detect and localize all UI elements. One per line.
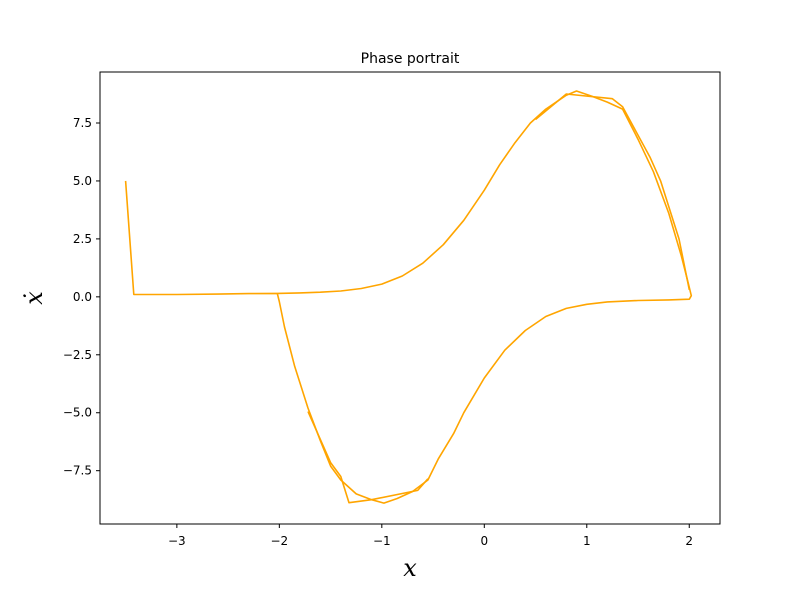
x-tick-label: 1: [583, 534, 591, 548]
y-axis-label: ẋ: [20, 291, 48, 305]
x-tick-label: 2: [685, 534, 693, 548]
x-tick-label: −3: [168, 534, 186, 548]
x-tick-label: −2: [270, 534, 288, 548]
y-tick-label: −2.5: [63, 348, 92, 362]
y-tick-label: −5.0: [63, 406, 92, 420]
x-axis-label: x: [403, 554, 417, 582]
series-layer: [124, 90, 693, 504]
y-tick-label: −7.5: [63, 464, 92, 478]
y-tick-label: 0.0: [73, 290, 92, 304]
y-tick-label: 7.5: [73, 116, 92, 130]
chart-title: Phase portrait: [361, 51, 460, 67]
trajectory-line-1: [534, 93, 691, 291]
x-tick-label: −1: [373, 534, 391, 548]
y-axis-ticks: −7.5 −5.0 −2.5 0.0 2.5 5.0 7.5: [63, 116, 100, 478]
y-tick-label: 5.0: [73, 174, 92, 188]
trajectory-line-2: [307, 411, 429, 504]
plot-frame: [99, 71, 721, 525]
y-tick-label: 2.5: [73, 232, 92, 246]
x-tick-label: 0: [480, 534, 488, 548]
x-axis-ticks: −3 −2 −1 0 1 2: [168, 524, 693, 548]
